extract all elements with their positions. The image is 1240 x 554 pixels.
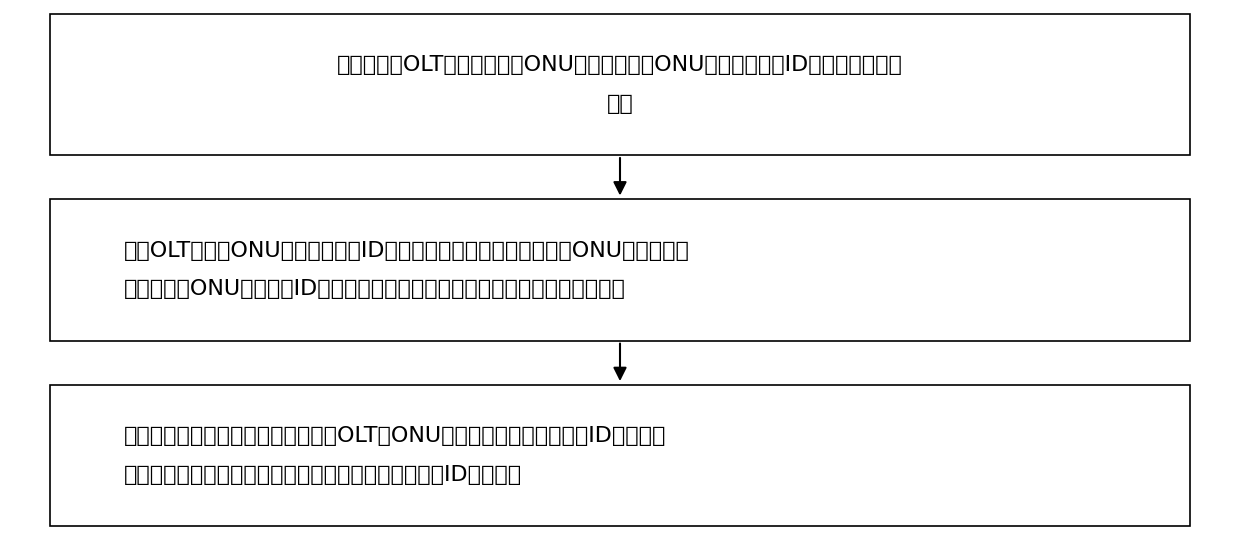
Bar	[50, 385, 1190, 526]
Text: 模式: 模式	[606, 94, 634, 114]
Text: 所述OLT在获得ONU所支持的端口ID加解密使能切换模式后，通过向ONU发送激活请: 所述OLT在获得ONU所支持的端口ID加解密使能切换模式后，通过向ONU发送激活…	[124, 240, 689, 261]
Text: 光线路终端OLT通过与光节点ONU的协商，获得ONU所支持的端口ID加解密使能切换: 光线路终端OLT通过与光节点ONU的协商，获得ONU所支持的端口ID加解密使能切…	[337, 55, 903, 75]
Text: 求，使所述ONU将其端口ID加解密使能切换模式调整到同步加解密使能切换模式: 求，使所述ONU将其端口ID加解密使能切换模式调整到同步加解密使能切换模式	[124, 279, 626, 300]
Bar	[50, 199, 1190, 341]
Text: 的切换时刻，以便在所述切换时刻同时完成加解密端口ID使能切换: 的切换时刻，以便在所述切换时刻同时完成加解密端口ID使能切换	[124, 465, 522, 485]
Bar	[50, 14, 1190, 155]
Text: 在所述同步加解密使能切换模式下，OLT和ONU确定同时进行加解密端口ID使能切换: 在所述同步加解密使能切换模式下，OLT和ONU确定同时进行加解密端口ID使能切换	[124, 426, 666, 447]
